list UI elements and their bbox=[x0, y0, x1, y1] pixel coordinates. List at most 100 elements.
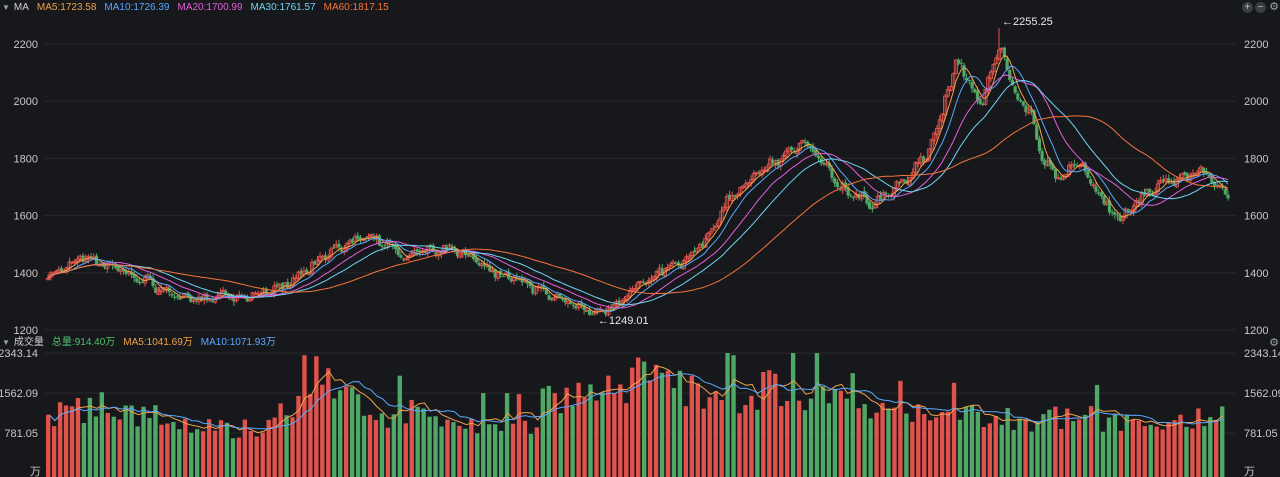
candle-body bbox=[833, 178, 837, 184]
candle-body bbox=[275, 284, 279, 287]
volume-bar bbox=[808, 398, 814, 477]
candle-body bbox=[550, 298, 554, 300]
volume-chart[interactable]: 781.05 781.05 1562.09 1562.09 2343.14 2343.14… bbox=[0, 349, 1280, 477]
candle-body bbox=[305, 269, 309, 273]
candle-body bbox=[714, 225, 719, 228]
candle-body bbox=[528, 282, 532, 287]
volume-bar bbox=[790, 353, 796, 477]
volume-bar bbox=[725, 353, 730, 477]
volume-bar bbox=[391, 414, 397, 477]
zoom-in-icon[interactable]: + bbox=[1242, 1, 1253, 13]
volume-bar bbox=[290, 417, 295, 477]
volume-collapse-caret-icon[interactable]: ▼ bbox=[2, 338, 10, 347]
volume-bar bbox=[636, 357, 641, 477]
zoom-out-icon[interactable]: − bbox=[1255, 1, 1266, 13]
candle-body bbox=[641, 282, 645, 284]
candle-body bbox=[1021, 101, 1025, 106]
candle-body bbox=[1051, 164, 1055, 170]
candle-body bbox=[493, 269, 497, 278]
candle-body bbox=[870, 207, 874, 210]
candle-body bbox=[89, 256, 93, 258]
volume-bar bbox=[850, 373, 855, 477]
volume-bar bbox=[689, 375, 694, 477]
volume-bar bbox=[320, 384, 325, 477]
candle-body bbox=[662, 268, 667, 276]
volume-bar bbox=[278, 403, 283, 477]
volume-tick-label-right: 1562.09 bbox=[1244, 388, 1280, 400]
volume-bar bbox=[212, 430, 218, 477]
volume-bar bbox=[546, 385, 551, 477]
ma5-line bbox=[47, 55, 1229, 313]
volume-bar bbox=[1100, 431, 1106, 477]
volume-bar bbox=[755, 409, 760, 477]
volume-bar bbox=[594, 400, 599, 477]
volume-bar bbox=[1136, 420, 1141, 477]
candle-body bbox=[393, 245, 398, 250]
volume-bar bbox=[1029, 431, 1034, 477]
candle-body bbox=[315, 259, 320, 265]
volume-bar bbox=[713, 391, 718, 477]
candle-body bbox=[1167, 178, 1171, 183]
candle-body bbox=[679, 264, 683, 269]
candle-body bbox=[544, 288, 549, 295]
volume-bar bbox=[1202, 426, 1207, 477]
volume-bar bbox=[260, 432, 265, 477]
candle-body bbox=[151, 278, 155, 286]
candle-body bbox=[1172, 180, 1176, 186]
candle-body bbox=[1048, 159, 1052, 166]
candle-body bbox=[1069, 164, 1074, 168]
volume-bar bbox=[1047, 409, 1052, 477]
volume-bar bbox=[683, 406, 689, 477]
candle-body bbox=[951, 73, 956, 88]
candle-body bbox=[633, 288, 638, 291]
candle-body bbox=[286, 281, 290, 289]
gear-icon[interactable]: ⚙ bbox=[1269, 1, 1279, 13]
candle-body bbox=[1059, 177, 1063, 180]
candle-body bbox=[441, 245, 447, 254]
volume-bar bbox=[177, 429, 182, 477]
volume-bar bbox=[814, 353, 820, 477]
volume-bar bbox=[987, 423, 992, 477]
candle-body bbox=[380, 245, 384, 247]
candle-body bbox=[903, 179, 907, 182]
candle-body bbox=[482, 263, 487, 267]
candle-body bbox=[116, 266, 120, 271]
candle-body bbox=[1226, 194, 1230, 199]
chart-controls: + − ⚙ bbox=[1242, 0, 1280, 14]
volume-bar bbox=[421, 408, 426, 477]
volume-bar bbox=[385, 427, 391, 477]
volume-bar bbox=[1160, 429, 1165, 477]
candle-body bbox=[501, 275, 505, 277]
candle-body bbox=[771, 159, 775, 164]
volume-bar bbox=[588, 384, 593, 477]
candle-body bbox=[579, 303, 584, 306]
candle-body bbox=[571, 304, 575, 306]
volume-bar bbox=[87, 397, 93, 477]
volume-bar bbox=[1172, 420, 1177, 477]
collapse-caret-icon[interactable]: ▼ bbox=[2, 3, 10, 12]
candle-body bbox=[1120, 218, 1125, 222]
candle-body bbox=[1072, 164, 1077, 166]
volume-bar bbox=[886, 408, 891, 477]
candle-body bbox=[474, 258, 478, 263]
volume-bar bbox=[242, 419, 248, 477]
volume-bar bbox=[427, 416, 432, 477]
price-chart[interactable]: 1200 1200 1400 1400 1600 1600 1800 1800 2000 2000… bbox=[0, 16, 1280, 334]
candle-body bbox=[1148, 189, 1152, 193]
candle-body bbox=[318, 255, 323, 263]
candle-body bbox=[811, 146, 815, 152]
volume-bar bbox=[1041, 414, 1046, 477]
volume-gear-icon[interactable]: ⚙ bbox=[1269, 337, 1279, 349]
volume-bar bbox=[784, 400, 790, 477]
candle-body bbox=[404, 258, 409, 261]
volume-bar bbox=[159, 424, 164, 477]
volume-bar bbox=[498, 430, 504, 477]
volume-tick-label-right: 2343.14 bbox=[1244, 349, 1280, 360]
volume-ma10-line bbox=[48, 373, 1224, 430]
volume-total-legend: 总量:914.40万 bbox=[51, 337, 116, 348]
candle-body bbox=[525, 281, 530, 284]
price-tick-label-right: 2000 bbox=[1244, 96, 1268, 108]
volume-bar bbox=[355, 394, 361, 477]
volume-bar bbox=[749, 395, 754, 477]
